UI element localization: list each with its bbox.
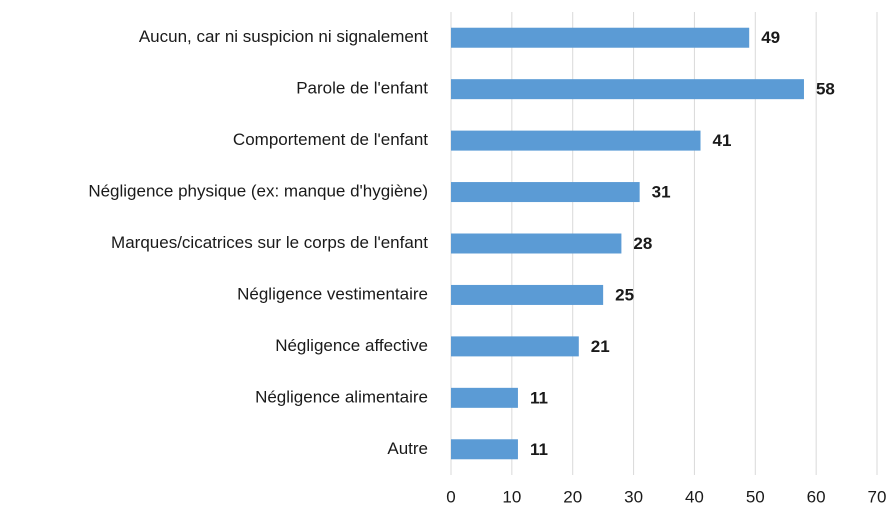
x-tick-label: 20 — [563, 487, 582, 506]
x-tick-label: 10 — [502, 487, 521, 506]
value-label: 11 — [530, 440, 548, 459]
value-label: 49 — [761, 28, 780, 47]
bar — [451, 439, 518, 460]
y-tick-label: Autre — [387, 439, 428, 458]
y-tick-label: Négligence affective — [275, 336, 428, 355]
x-tick-label: 30 — [624, 487, 643, 506]
bar — [451, 387, 518, 408]
x-tick-label: 60 — [807, 487, 826, 506]
bar — [451, 182, 640, 203]
y-tick-label: Négligence alimentaire — [255, 387, 428, 406]
value-label: 41 — [713, 131, 732, 150]
x-tick-label: 70 — [868, 487, 887, 506]
value-label: 58 — [816, 80, 835, 99]
value-label: 11 — [530, 388, 548, 407]
y-tick-label: Comportement de l'enfant — [233, 130, 428, 149]
bar — [451, 336, 579, 357]
y-tick-label: Négligence vestimentaire — [237, 284, 428, 303]
y-tick-label: Parole de l'enfant — [296, 79, 428, 98]
x-tick-label: 0 — [446, 487, 455, 506]
bar — [451, 130, 701, 151]
value-label: 21 — [591, 337, 610, 356]
bar — [451, 79, 804, 100]
x-tick-label: 50 — [746, 487, 765, 506]
value-label: 31 — [652, 183, 671, 202]
value-label: 28 — [633, 234, 652, 253]
value-label: 25 — [615, 285, 634, 304]
bar — [451, 27, 750, 48]
y-tick-label: Marques/cicatrices sur le corps de l'enf… — [111, 233, 428, 252]
y-tick-label: Négligence physique (ex: manque d'hygièn… — [88, 182, 428, 201]
bar — [451, 233, 622, 254]
y-tick-label: Aucun, car ni suspicion ni signalement — [139, 27, 428, 46]
bar — [451, 284, 604, 305]
x-tick-label: 40 — [685, 487, 704, 506]
